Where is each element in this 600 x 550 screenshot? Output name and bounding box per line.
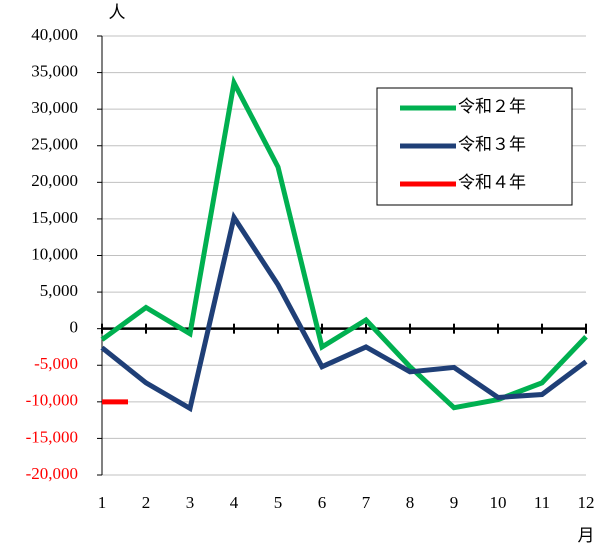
x-tick-label: 9 <box>450 493 459 512</box>
y-tick-label: 35,000 <box>31 61 78 80</box>
x-tick-label: 5 <box>274 493 283 512</box>
y-tick-label: -15,000 <box>26 427 78 446</box>
legend-label: 令和３年 <box>458 135 526 154</box>
legend-label: 令和４年 <box>458 173 526 192</box>
x-tick-label: 12 <box>578 493 595 512</box>
y-tick-label: 15,000 <box>31 208 78 227</box>
y-tick-label: 40,000 <box>31 25 78 44</box>
y-tick-label: 5,000 <box>40 281 78 300</box>
y-tick-label: 20,000 <box>31 171 78 190</box>
x-tick-label: 8 <box>406 493 415 512</box>
x-unit: 月 <box>578 526 595 545</box>
x-tick-label: 2 <box>142 493 151 512</box>
y-tick-label: 10,000 <box>31 244 78 263</box>
y-tick-label: 25,000 <box>31 135 78 154</box>
series-line <box>100 211 588 413</box>
y-tick-label: 0 <box>70 318 79 337</box>
x-tick-label: 7 <box>362 493 371 512</box>
y-tick-label: -5,000 <box>34 354 78 373</box>
x-tick-label: 10 <box>490 493 507 512</box>
x-tick-label: 1 <box>98 493 107 512</box>
x-tick-label: 4 <box>230 493 239 512</box>
x-tick-label: 6 <box>318 493 327 512</box>
y-unit: 人 <box>109 3 126 22</box>
y-tick-label: 30,000 <box>31 98 78 117</box>
y-tick-label: -20,000 <box>26 464 78 483</box>
x-tick-label: 11 <box>534 493 550 512</box>
x-tick-label: 3 <box>186 493 195 512</box>
y-tick-label: -10,000 <box>26 391 78 410</box>
legend-label: 令和２年 <box>458 97 526 116</box>
